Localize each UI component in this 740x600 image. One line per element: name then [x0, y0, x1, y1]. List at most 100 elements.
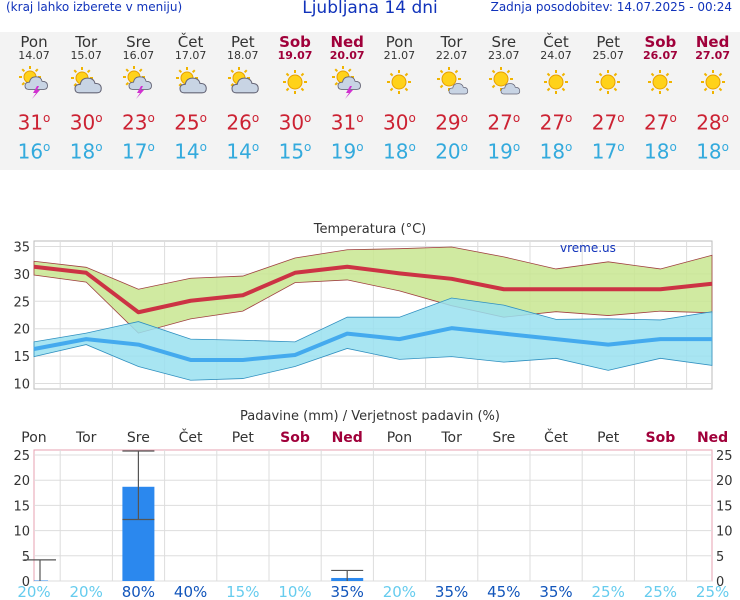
- sun-cloud-icon: [165, 66, 217, 100]
- precip-probability: 20%: [17, 583, 50, 600]
- y-tick-label-right: 10: [716, 525, 733, 540]
- x-tick-label: Sre: [492, 430, 515, 446]
- x-tick-label: Tor: [75, 430, 97, 446]
- x-tick-label: Pon: [21, 430, 46, 446]
- sun-cloud-lightning-icon: [321, 66, 373, 100]
- day-name: Ned: [695, 33, 730, 51]
- day-column: Sre 23.07 27o 19o: [478, 32, 530, 163]
- y-tick-label-left: 20: [13, 474, 30, 489]
- day-column: Sob 19.07 30o 15o: [269, 32, 321, 163]
- day-column: Pon 14.07 31o 16o: [8, 32, 60, 163]
- max-temp: 27o: [591, 110, 625, 135]
- day-date: 14.07: [18, 49, 50, 62]
- x-tick-label: Sob: [280, 430, 310, 446]
- day-name: Tor: [75, 33, 98, 51]
- day-date: 16.07: [122, 49, 155, 62]
- y-tick-label-right: 25: [716, 449, 733, 464]
- day-name: Tor: [440, 33, 463, 51]
- min-temp: 17o: [121, 139, 155, 164]
- precip-probability: 15%: [226, 583, 259, 600]
- max-temp: 29o: [435, 110, 468, 135]
- page-title: Ljubljana 14 dni: [302, 0, 438, 18]
- sun-icon: [373, 66, 425, 100]
- max-temp: 27o: [643, 110, 677, 135]
- temperature-chart-title: Temperatura (°C): [313, 222, 426, 237]
- x-tick-label: Ned: [697, 430, 728, 446]
- day-date: 17.07: [174, 49, 207, 62]
- min-temp: 16o: [17, 139, 51, 164]
- x-tick-label: Čet: [544, 428, 568, 446]
- max-temp: 30o: [382, 110, 416, 135]
- day-column: Tor 15.07 30o 18o: [60, 32, 112, 163]
- x-tick-label: Sre: [127, 430, 150, 446]
- x-tick-label: Ned: [332, 430, 363, 446]
- min-temp: 18o: [69, 139, 103, 164]
- precip-probability: 45%: [487, 583, 520, 600]
- precip-probability: 40%: [174, 583, 207, 600]
- min-temp: 18o: [539, 139, 573, 164]
- y-tick-label-right: 5: [716, 550, 724, 565]
- min-temp: 17o: [591, 139, 625, 164]
- sun-small-cloud-icon: [478, 66, 530, 100]
- day-name: Pon: [20, 33, 48, 51]
- x-tick-label: Čet: [179, 428, 203, 446]
- day-name: Sob: [279, 33, 311, 51]
- y-tick-label-right: 20: [716, 474, 733, 489]
- y-tick-label: 20: [13, 323, 30, 338]
- precip-probability: 20%: [383, 583, 416, 600]
- y-tick-label-left: 5: [22, 550, 30, 565]
- day-date: 19.07: [277, 49, 313, 62]
- min-temp: 18o: [643, 139, 677, 164]
- precip-probability: 25%: [592, 583, 625, 600]
- max-temp: 27o: [487, 110, 521, 135]
- max-temp: 23o: [121, 110, 155, 135]
- sun-icon: [582, 66, 634, 100]
- precipitation-chart-title: Padavine (mm) / Verjetnost padavin (%): [240, 409, 500, 424]
- day-date: 25.07: [592, 49, 624, 62]
- y-tick-label-left: 0: [22, 575, 30, 590]
- precip-probability: 20%: [70, 583, 103, 600]
- min-temp: 19o: [487, 139, 521, 164]
- max-temp-line: [33, 264, 713, 315]
- min-temp: 18o: [382, 139, 416, 164]
- sun-cloud-lightning-icon: [112, 66, 164, 100]
- min-temp: 19o: [330, 139, 364, 164]
- y-tick-label-left: 10: [13, 525, 30, 540]
- y-tick-label: 30: [13, 268, 30, 283]
- day-name: Pet: [596, 33, 620, 51]
- max-temp: 25o: [174, 110, 207, 135]
- sun-icon: [269, 66, 321, 100]
- day-column: Ned 20.07 31o 19o: [321, 32, 373, 163]
- day-column: Pet 25.07 27o 17o: [582, 32, 634, 163]
- min-temp: 14o: [226, 139, 260, 164]
- day-date: 18.07: [227, 49, 259, 62]
- sun-icon: [634, 66, 686, 100]
- day-column: Ned 27.07 28o 18o: [687, 32, 739, 163]
- precip-probability: 10%: [278, 583, 311, 600]
- y-tick-label: 35: [13, 240, 30, 255]
- min-temp: 20o: [435, 139, 468, 164]
- x-tick-label: Sob: [646, 430, 676, 446]
- max-temp: 30o: [278, 110, 312, 135]
- day-date: 24.07: [540, 49, 572, 62]
- day-name: Sre: [491, 33, 517, 51]
- max-temp: 26o: [226, 110, 260, 135]
- min-temp: 14o: [174, 139, 207, 164]
- precip-probability: 25%: [696, 583, 729, 600]
- y-tick-label: 10: [13, 378, 30, 393]
- precip-probability: 80%: [122, 583, 155, 600]
- sun-small-cloud-icon: [426, 66, 478, 100]
- day-column: Pet 18.07 26o 14o: [217, 32, 269, 163]
- day-column: Sre 16.07 23o 17o: [112, 32, 164, 163]
- precip-probability: 35%: [435, 583, 468, 600]
- day-name: Čet: [543, 33, 569, 51]
- day-name: Pon: [385, 33, 413, 51]
- y-tick-label: 25: [13, 295, 30, 310]
- day-column: Sob 26.07 27o 18o: [634, 32, 686, 163]
- min-temp-line: [33, 326, 712, 362]
- day-column: Čet 24.07 27o 18o: [530, 32, 582, 163]
- precip-probability: 35%: [539, 583, 572, 600]
- y-tick-label: 15: [13, 350, 30, 365]
- day-date: 23.07: [488, 49, 520, 62]
- header-location-hint[interactable]: (kraj lahko izberete v meniju): [6, 0, 183, 14]
